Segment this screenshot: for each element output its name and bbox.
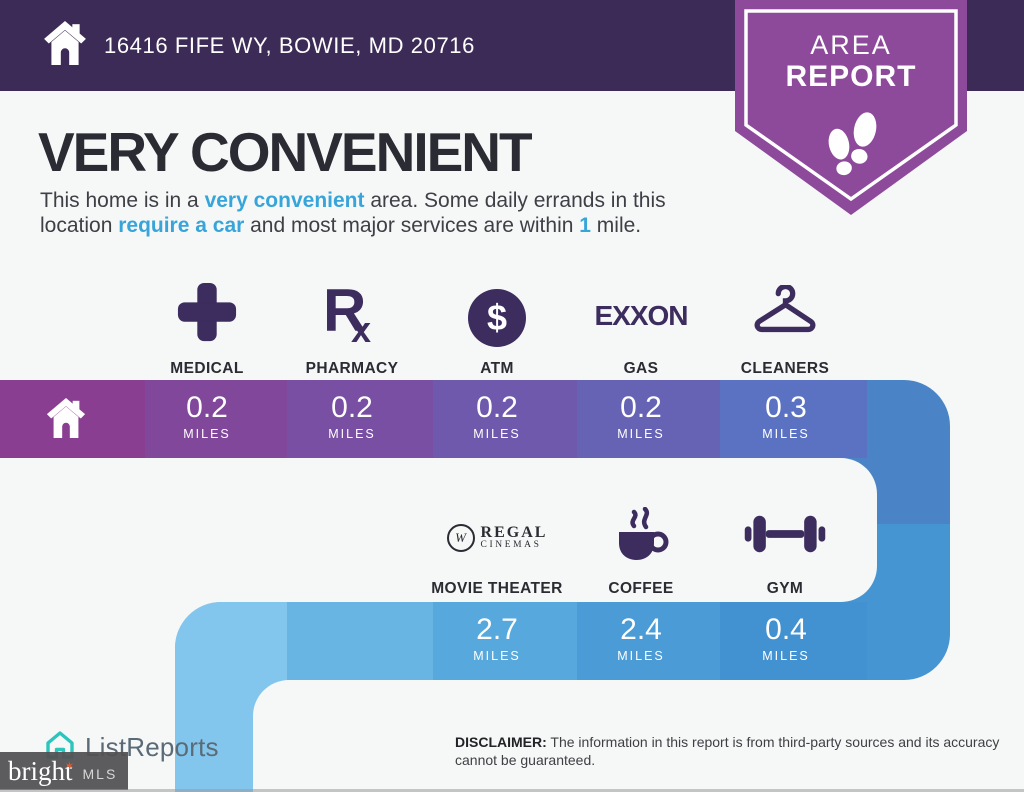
amenity-label: PHARMACY bbox=[305, 360, 399, 377]
bar-cell bbox=[577, 602, 720, 680]
distance-number: 0.2 bbox=[186, 391, 228, 424]
distance-unit: MILES bbox=[617, 427, 665, 441]
disclaimer-text: The information in this report is from t… bbox=[455, 734, 1000, 768]
distance-number: 0.2 bbox=[476, 391, 518, 424]
distance-unit: MILES bbox=[473, 427, 521, 441]
distance-bar-row2: 2.7 MILES 2.4 MILES 0.4 MILES bbox=[0, 602, 1024, 680]
amenity-label: GYM bbox=[766, 580, 804, 597]
distance-value: 0.3 MILES bbox=[762, 391, 810, 442]
distance-number: 2.4 bbox=[620, 613, 662, 646]
desc-part: This home is in a bbox=[40, 189, 205, 212]
brightmls-wordmark: bright ✶ bbox=[8, 756, 75, 786]
bar-cell bbox=[287, 380, 433, 458]
distance-unit: MILES bbox=[473, 649, 521, 663]
badge-title-line1: AREA bbox=[810, 30, 892, 60]
distance-unit: MILES bbox=[762, 427, 810, 441]
distance-value: 0.2 MILES bbox=[328, 391, 376, 442]
regal-wordmark-sub: CINEMAS bbox=[480, 540, 542, 550]
dumbbell-icon bbox=[744, 511, 826, 570]
bar-cell bbox=[433, 602, 577, 680]
amenity-gym: GYM bbox=[710, 492, 860, 598]
disclaimer: DISCLAIMER: The information in this repo… bbox=[455, 734, 1000, 769]
bottom-edge-line bbox=[0, 789, 1024, 792]
distance-number: 0.2 bbox=[331, 391, 373, 424]
desc-part: area. Some daily errands in this locatio… bbox=[40, 189, 666, 237]
desc-part: and most major services are within bbox=[244, 214, 580, 237]
content-panel-bottom bbox=[253, 680, 1024, 792]
desc-part: mile. bbox=[590, 214, 642, 237]
regal-monogram: W bbox=[446, 524, 475, 552]
bar-cell bbox=[577, 380, 720, 458]
brightmls-watermark: bright ✶ MLS bbox=[0, 752, 128, 790]
hanger-icon bbox=[752, 283, 818, 350]
property-address: 16416 FIFE WY, BOWIE, MD 20716 bbox=[104, 32, 475, 58]
coffee-cup-icon bbox=[612, 506, 670, 570]
amenity-label: ATM bbox=[480, 360, 514, 377]
amenity-gas: EXXON GAS bbox=[566, 272, 716, 378]
walkability-description: This home is in a very convenient area. … bbox=[40, 188, 730, 238]
distance-value: 0.4 MILES bbox=[762, 613, 810, 664]
walkability-title: VERY CONVENIENT bbox=[38, 121, 533, 183]
desc-highlight: require a car bbox=[118, 214, 245, 237]
distance-value: 0.2 MILES bbox=[617, 391, 665, 442]
amenity-coffee: COFFEE bbox=[566, 492, 716, 598]
exxon-logo: EXXON bbox=[594, 300, 688, 331]
bar-cell bbox=[720, 380, 867, 458]
dollar-circle-icon: $ bbox=[468, 289, 526, 347]
bar-cell bbox=[175, 602, 287, 680]
distance-bar-row1: 0.2 MILES 0.2 MILES 0.2 MILES 0.2 MILES … bbox=[0, 380, 1024, 458]
distance-unit: MILES bbox=[617, 649, 665, 663]
bar-cell bbox=[145, 380, 287, 458]
amenity-cleaners: CLEANERS bbox=[710, 272, 860, 378]
amenity-label: COFFEE bbox=[608, 580, 674, 597]
bar-cell bbox=[433, 380, 577, 458]
amenity-medical: MEDICAL bbox=[132, 272, 282, 378]
distance-unit: MILES bbox=[328, 427, 376, 441]
distance-unit: MILES bbox=[762, 649, 810, 663]
distance-number: 0.2 bbox=[620, 391, 662, 424]
watermark-text: bright bbox=[8, 756, 73, 786]
star-icon: ✶ bbox=[64, 759, 75, 773]
desc-highlight: very convenient bbox=[204, 189, 365, 212]
area-report-badge: AREA REPORT bbox=[735, 0, 967, 216]
distance-number: 0.4 bbox=[765, 613, 807, 646]
content-panel-middle bbox=[0, 458, 877, 602]
disclaimer-label: DISCLAIMER: bbox=[455, 734, 547, 750]
home-icon bbox=[42, 20, 88, 71]
regal-wordmark: REGAL bbox=[480, 524, 548, 541]
distance-value: 0.2 MILES bbox=[473, 391, 521, 442]
amenity-label: MEDICAL bbox=[170, 360, 244, 377]
amenity-label: MOVIE THEATER bbox=[431, 580, 563, 597]
amenity-label: CLEANERS bbox=[740, 360, 830, 377]
regal-cinemas-logo: W REGAL CINEMAS bbox=[446, 524, 548, 552]
home-marker-icon bbox=[45, 397, 87, 444]
amenity-label: GAS bbox=[623, 360, 659, 377]
distance-value: 0.2 MILES bbox=[183, 391, 231, 442]
distance-value: 2.7 MILES bbox=[473, 613, 521, 664]
desc-highlight: 1 bbox=[579, 214, 591, 237]
watermark-mls-label: MLS bbox=[82, 766, 118, 782]
distance-number: 0.3 bbox=[765, 391, 807, 424]
bar-cell bbox=[287, 602, 433, 680]
distance-number: 2.7 bbox=[476, 613, 518, 646]
medical-cross-icon bbox=[176, 281, 238, 350]
amenity-movie-theater: W REGAL CINEMAS MOVIE THEATER bbox=[412, 492, 582, 598]
badge-title-line2: REPORT bbox=[785, 60, 917, 93]
distance-value: 2.4 MILES bbox=[617, 613, 665, 664]
amenity-atm: $ ATM bbox=[422, 272, 572, 378]
badge-shape bbox=[735, 0, 967, 215]
distance-unit: MILES bbox=[183, 427, 231, 441]
bar-cell bbox=[720, 602, 867, 680]
